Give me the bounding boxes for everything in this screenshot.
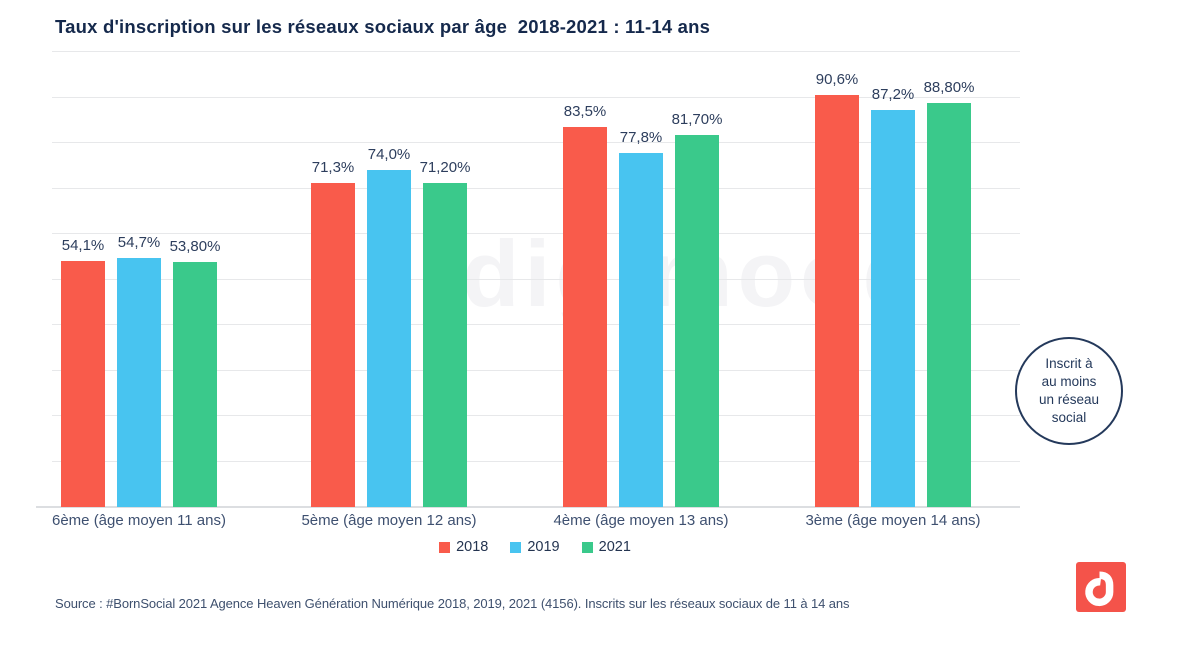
- bar-value-label: 87,2%: [871, 86, 915, 104]
- chart-legend: 2018 2019 2021: [50, 539, 1020, 555]
- x-axis-label-1: 6ème (âge moyen 11 ans): [52, 512, 226, 529]
- legend-item-2019: 2019: [510, 539, 560, 555]
- gridline-10: [52, 460, 1020, 462]
- gridline-70: [52, 187, 1020, 189]
- legend-item-2021: 2021: [581, 539, 631, 555]
- bar-2018-3: [563, 127, 607, 507]
- bar-col-2018: 90,6%: [815, 52, 859, 507]
- bar-group-4: 90,6% 87,2% 88,80%: [815, 52, 974, 507]
- x-axis-label-4: 3ème (âge moyen 14 ans): [805, 512, 981, 529]
- gridline-100: [52, 51, 1020, 52]
- bar-col-2018: 54,1%: [61, 52, 105, 507]
- bar-value-label: 71,20%: [419, 159, 471, 177]
- gridline-60: [52, 233, 1020, 234]
- bar-col-2019: 87,2%: [871, 52, 915, 507]
- legend-swatch-icon: [581, 541, 593, 553]
- gridline-80: [52, 142, 1020, 143]
- annotation-circle: Inscrit à au moins un réseau social: [1015, 337, 1123, 445]
- bar-value-label: 74,0%: [367, 146, 411, 164]
- bar-2021-2: [423, 183, 467, 507]
- bar-col-2021: 81,70%: [672, 52, 722, 507]
- bar-col-2019: 77,8%: [619, 52, 663, 507]
- legend-swatch-icon: [510, 541, 522, 553]
- bar-2019-3: [619, 153, 663, 507]
- bar-value-label: 54,7%: [117, 234, 161, 252]
- gridline-30: [52, 369, 1020, 371]
- x-axis-line: [36, 506, 1020, 508]
- legend-label: 2019: [527, 539, 560, 555]
- x-axis-label-3: 4ème (âge moyen 13 ans): [553, 512, 729, 529]
- legend-item-2018: 2018: [439, 539, 488, 555]
- bar-2018-4: [815, 94, 859, 507]
- bar-2019-2: [367, 170, 411, 507]
- legend-swatch-icon: [439, 541, 451, 553]
- gridline-20: [52, 415, 1020, 416]
- bar-2019-4: [871, 110, 915, 507]
- bar-value-label: 90,6%: [815, 70, 859, 88]
- bar-col-2021: 71,20%: [420, 52, 470, 507]
- bar-2018-1: [61, 260, 105, 507]
- gridline-90: [52, 96, 1020, 98]
- bar-2021-3: [675, 135, 719, 507]
- bar-col-2019: 54,7%: [117, 52, 161, 507]
- bar-value-label: 71,3%: [311, 158, 355, 176]
- bar-col-2021: 88,80%: [924, 52, 974, 507]
- bar-group-1: 54,1% 54,7% 53,80%: [61, 52, 220, 507]
- bar-value-label: 83,5%: [563, 103, 607, 121]
- gridline-40: [52, 324, 1020, 325]
- bar-col-2018: 83,5%: [563, 52, 607, 507]
- bar-value-label: 81,70%: [671, 111, 723, 129]
- source-text: Source : #BornSocial 2021 Agence Heaven …: [55, 596, 850, 611]
- chart-title: Taux d'inscription sur les réseaux socia…: [55, 16, 711, 37]
- plot-area: 54,1% 54,7% 53,80% 71,3% 74,0% 71,20% 83,5% 77,…: [36, 51, 1020, 508]
- logo-d-glyph: [1085, 571, 1114, 607]
- legend-label: 2021: [598, 539, 631, 555]
- gridline-50: [52, 278, 1020, 280]
- bar-col-2018: 71,3%: [311, 52, 355, 507]
- bar-2021-1: [173, 262, 217, 507]
- annotation-text: Inscrit à au moins un réseau social: [1038, 356, 1100, 425]
- bar-value-label: 77,8%: [619, 129, 663, 147]
- bar-2021-4: [927, 102, 971, 507]
- legend-label: 2018: [456, 539, 489, 555]
- bar-value-label: 53,80%: [169, 238, 221, 256]
- bar-2018-2: [311, 182, 355, 507]
- bar-value-label: 54,1%: [61, 236, 105, 254]
- bar-2019-1: [117, 258, 161, 507]
- bar-col-2021: 53,80%: [170, 52, 220, 507]
- bar-group-3: 83,5% 77,8% 81,70%: [563, 52, 722, 507]
- bar-value-label: 88,80%: [923, 78, 975, 96]
- bar-group-2: 71,3% 74,0% 71,20%: [311, 52, 470, 507]
- bar-col-2019: 74,0%: [367, 52, 411, 507]
- x-axis-label-2: 5ème (âge moyen 12 ans): [301, 512, 477, 529]
- digimood-logo-icon: [1076, 562, 1126, 612]
